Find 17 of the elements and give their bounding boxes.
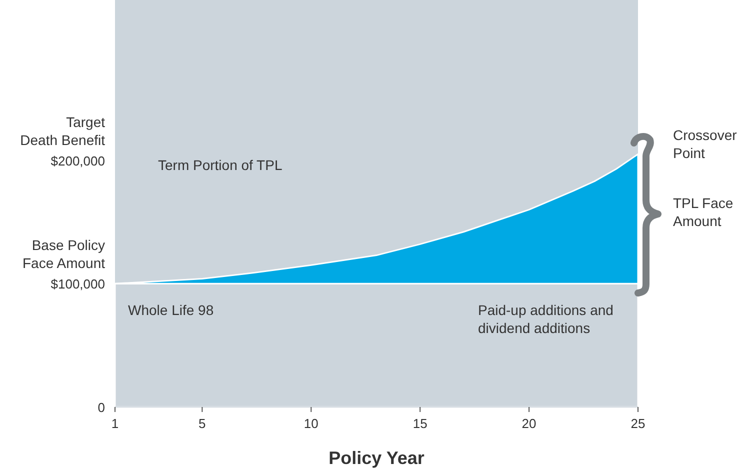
- annotation: Term Portion of TPL: [158, 157, 282, 173]
- x-axis-title: Policy Year: [328, 448, 424, 468]
- x-tick-label: 20: [522, 416, 536, 431]
- y-tick-label: 0: [98, 400, 105, 415]
- x-tick-label: 15: [412, 416, 428, 431]
- text: Target Death Benefit: [20, 114, 106, 148]
- annotation: Whole Life 98: [128, 302, 214, 318]
- text: Crossover Point: [673, 127, 738, 161]
- text: Base Policy Face Amount: [22, 237, 106, 271]
- annotation: Paid-up additions and dividend additions: [478, 302, 614, 336]
- x-tick-label: 25: [630, 416, 646, 431]
- x-tick-label: 5: [198, 416, 206, 431]
- x-tick-label: 10: [304, 416, 318, 431]
- x-tick-label: 1: [111, 416, 119, 431]
- y-tick-label: $200,000: [50, 153, 105, 168]
- text: TPL Face Amount: [673, 195, 734, 229]
- y-tick-label: $100,000: [50, 276, 105, 292]
